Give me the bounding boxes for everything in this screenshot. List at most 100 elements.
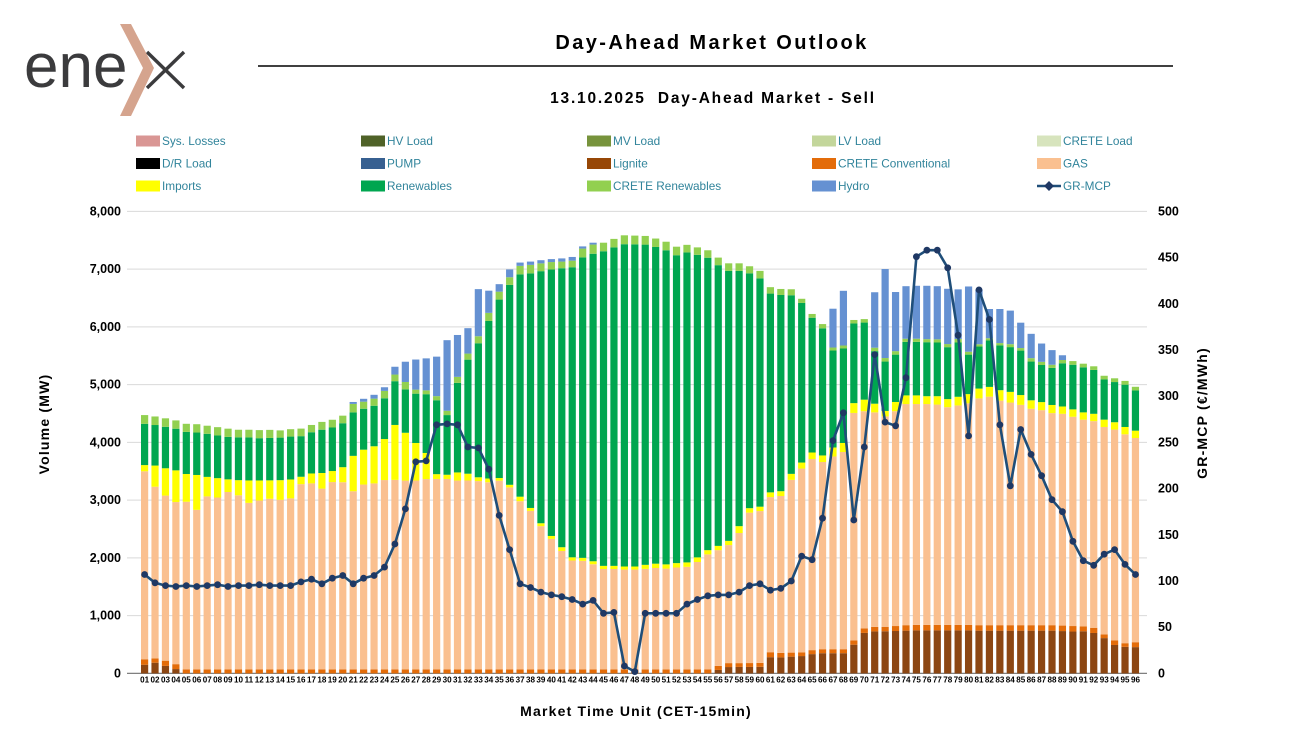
- svg-text:27: 27: [411, 676, 421, 685]
- svg-text:33: 33: [474, 676, 484, 685]
- svg-text:61: 61: [766, 676, 776, 685]
- svg-text:76: 76: [922, 676, 932, 685]
- svg-text:81: 81: [974, 676, 984, 685]
- svg-text:Volume (MW): Volume (MW): [36, 374, 52, 475]
- svg-text:2,000: 2,000: [90, 551, 121, 565]
- svg-text:40: 40: [547, 676, 557, 685]
- svg-text:MV Load: MV Load: [613, 134, 660, 148]
- svg-text:77: 77: [933, 676, 943, 685]
- svg-text:13: 13: [265, 676, 275, 685]
- svg-text:83: 83: [995, 676, 1005, 685]
- svg-text:56: 56: [714, 676, 724, 685]
- svg-text:Sys. Losses: Sys. Losses: [162, 134, 226, 148]
- svg-text:89: 89: [1058, 676, 1068, 685]
- svg-text:88: 88: [1047, 676, 1057, 685]
- svg-text:0: 0: [114, 666, 121, 680]
- svg-text:32: 32: [463, 676, 473, 685]
- svg-text:47: 47: [620, 676, 630, 685]
- svg-text:86: 86: [1027, 676, 1037, 685]
- svg-text:5,000: 5,000: [90, 378, 121, 392]
- svg-text:75: 75: [912, 676, 922, 685]
- svg-text:54: 54: [693, 676, 703, 685]
- svg-text:17: 17: [307, 676, 317, 685]
- svg-text:03: 03: [161, 676, 171, 685]
- svg-text:4,000: 4,000: [90, 435, 121, 449]
- svg-text:7,000: 7,000: [90, 262, 121, 276]
- svg-text:01: 01: [140, 676, 150, 685]
- svg-text:53: 53: [682, 676, 692, 685]
- svg-text:D/R Load: D/R Load: [162, 157, 212, 171]
- svg-text:Lignite: Lignite: [613, 157, 648, 171]
- svg-text:92: 92: [1089, 676, 1099, 685]
- svg-text:Hydro: Hydro: [838, 179, 870, 193]
- svg-text:66: 66: [818, 676, 828, 685]
- svg-text:96: 96: [1131, 676, 1141, 685]
- svg-text:GR-MCP (€/MWh): GR-MCP (€/MWh): [1194, 347, 1210, 479]
- svg-text:3,000: 3,000: [90, 493, 121, 507]
- svg-text:31: 31: [453, 676, 463, 685]
- svg-text:250: 250: [1158, 435, 1179, 449]
- svg-text:13.10.2025 Day-Ahead Market -: 13.10.2025 Day-Ahead Market - Sell: [550, 90, 876, 107]
- svg-text:100: 100: [1158, 574, 1179, 588]
- svg-text:90: 90: [1068, 676, 1078, 685]
- svg-text:Renewables: Renewables: [387, 179, 452, 193]
- svg-text:300: 300: [1158, 389, 1179, 403]
- svg-text:05: 05: [182, 676, 192, 685]
- svg-text:ene: ene: [24, 32, 127, 101]
- svg-text:450: 450: [1158, 251, 1179, 265]
- svg-text:91: 91: [1079, 676, 1089, 685]
- svg-text:25: 25: [390, 676, 400, 685]
- svg-text:19: 19: [328, 676, 338, 685]
- svg-text:16: 16: [296, 676, 306, 685]
- svg-text:15: 15: [286, 676, 296, 685]
- svg-text:49: 49: [641, 676, 651, 685]
- svg-text:29: 29: [432, 676, 442, 685]
- svg-text:38: 38: [526, 676, 536, 685]
- svg-text:12: 12: [255, 676, 265, 685]
- svg-text:72: 72: [881, 676, 891, 685]
- svg-text:400: 400: [1158, 297, 1179, 311]
- svg-text:23: 23: [370, 676, 380, 685]
- svg-text:350: 350: [1158, 343, 1179, 357]
- svg-text:65: 65: [808, 676, 818, 685]
- svg-text:150: 150: [1158, 528, 1179, 542]
- svg-text:37: 37: [516, 676, 526, 685]
- svg-text:500: 500: [1158, 204, 1179, 218]
- svg-text:04: 04: [171, 676, 181, 685]
- svg-text:6,000: 6,000: [90, 320, 121, 334]
- svg-text:50: 50: [1158, 620, 1172, 634]
- svg-text:43: 43: [578, 676, 588, 685]
- svg-text:30: 30: [443, 676, 453, 685]
- svg-text:79: 79: [954, 676, 964, 685]
- svg-text:02: 02: [150, 676, 160, 685]
- svg-text:63: 63: [787, 676, 797, 685]
- svg-text:80: 80: [964, 676, 974, 685]
- svg-text:39: 39: [536, 676, 546, 685]
- svg-text:62: 62: [776, 676, 786, 685]
- svg-text:70: 70: [860, 676, 870, 685]
- svg-text:50: 50: [651, 676, 661, 685]
- svg-text:28: 28: [422, 676, 432, 685]
- svg-text:Day-Ahead Market Outlook: Day-Ahead Market Outlook: [555, 32, 868, 54]
- svg-text:GR-MCP: GR-MCP: [1063, 179, 1111, 193]
- svg-text:CRETE Conventional: CRETE Conventional: [838, 157, 950, 171]
- svg-text:51: 51: [662, 676, 672, 685]
- svg-text:57: 57: [724, 676, 734, 685]
- svg-text:08: 08: [213, 676, 223, 685]
- svg-text:18: 18: [317, 676, 327, 685]
- svg-text:69: 69: [849, 676, 859, 685]
- svg-text:84: 84: [1006, 676, 1016, 685]
- svg-text:95: 95: [1120, 676, 1130, 685]
- svg-text:Market Time Unit (CET-15min): Market Time Unit (CET-15min): [520, 703, 752, 719]
- svg-text:58: 58: [735, 676, 745, 685]
- svg-text:CRETE Load: CRETE Load: [1063, 134, 1133, 148]
- svg-text:73: 73: [891, 676, 901, 685]
- svg-text:09: 09: [223, 676, 233, 685]
- svg-text:GAS: GAS: [1063, 157, 1088, 171]
- svg-text:8,000: 8,000: [90, 204, 121, 218]
- svg-text:52: 52: [672, 676, 682, 685]
- svg-text:CRETE Renewables: CRETE Renewables: [613, 179, 721, 193]
- svg-text:94: 94: [1110, 676, 1120, 685]
- svg-text:06: 06: [192, 676, 202, 685]
- svg-text:60: 60: [755, 676, 765, 685]
